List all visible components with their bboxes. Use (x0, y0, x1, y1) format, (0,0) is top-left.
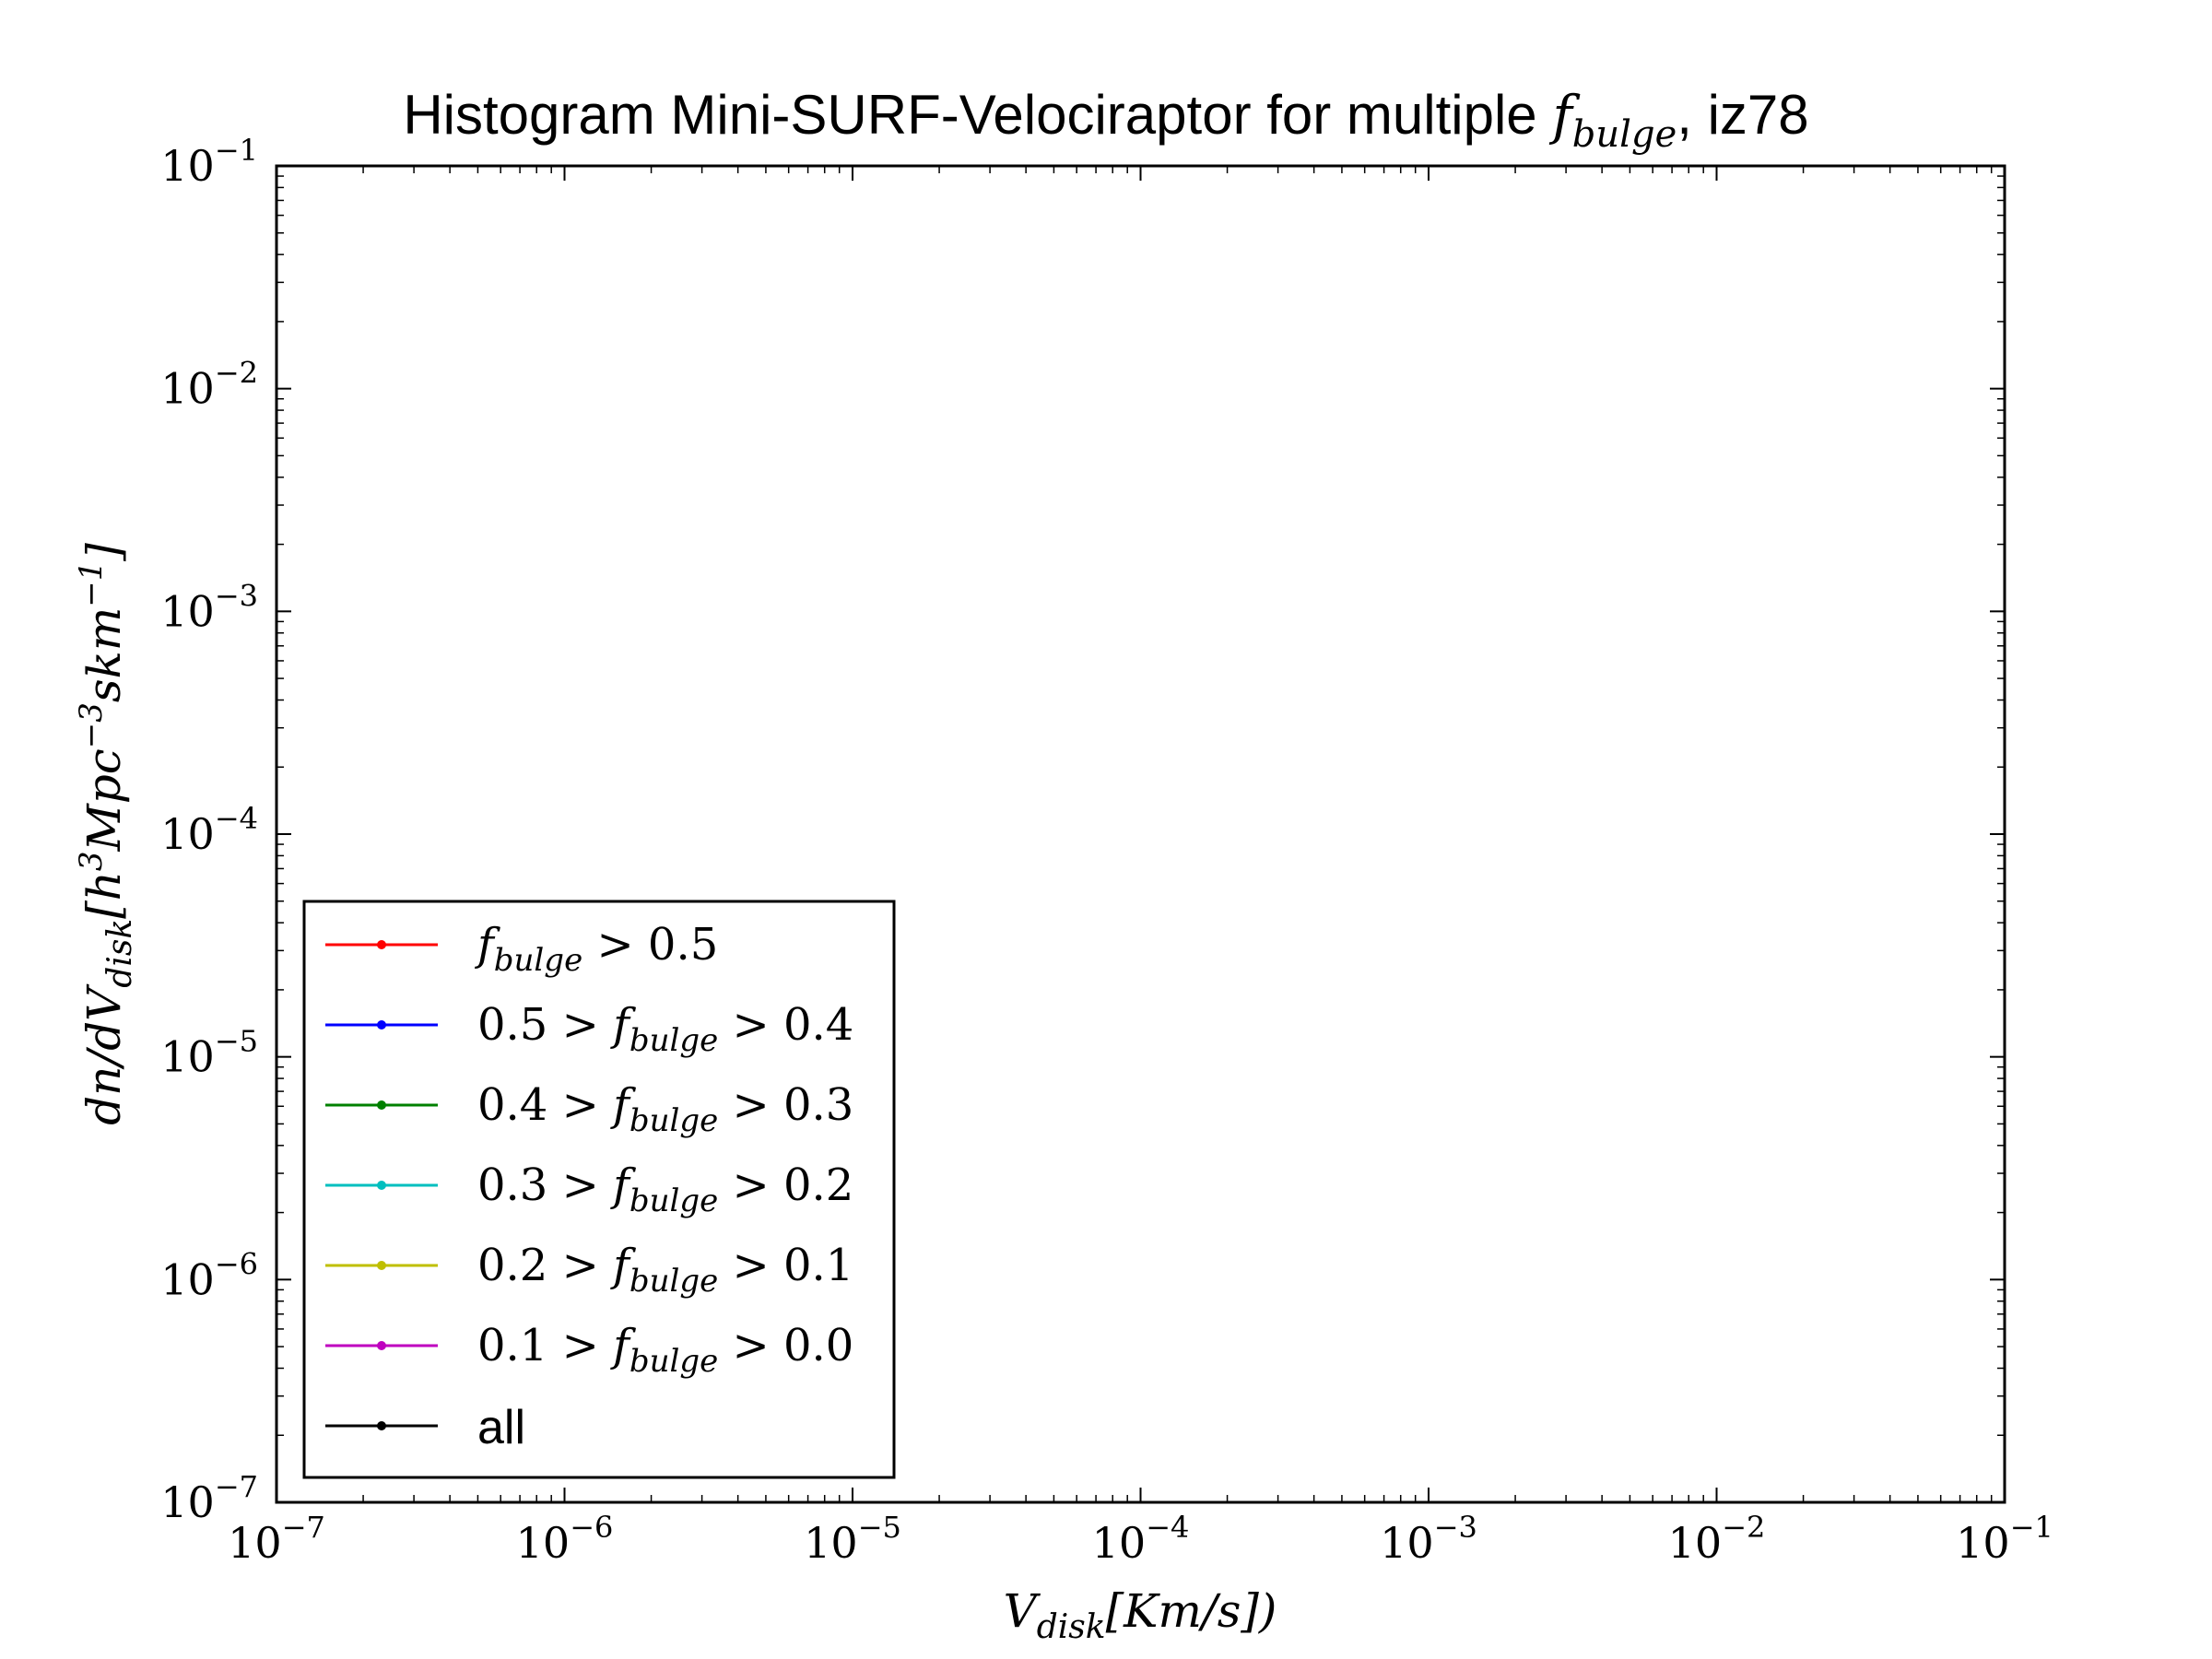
y-tick-label: 10−6 (160, 1246, 258, 1304)
legend-marker (377, 1341, 386, 1350)
x-tick-label: 10−2 (1668, 1510, 1766, 1568)
x-tick-label: 10−1 (1956, 1510, 2053, 1568)
y-tick-label: 10−5 (160, 1024, 258, 1082)
legend-box (302, 900, 896, 1479)
y-tick-label: 10−3 (160, 578, 258, 636)
x-axis-label: Vdisk[Km/s]) (1004, 1584, 1277, 1646)
x-tick-labels: 10−7 10−6 10−5 10−4 10−3 10−2 10−1 (228, 1510, 2053, 1568)
legend-marker (377, 1181, 386, 1190)
legend-entry: 0.1 > fbulge > 0.0 (325, 1320, 853, 1380)
legend-marker (377, 940, 386, 949)
y-tick-label: 10−7 (160, 1469, 258, 1527)
y-axis-label: dn/dVdisk[h3Mpc−3skm−1] (73, 543, 139, 1125)
legend-entry: 0.2 > fbulge > 0.1 (325, 1240, 853, 1300)
legend-label: 0.1 > fbulge > 0.0 (477, 1320, 853, 1380)
legend-label: 0.5 > fbulge > 0.4 (477, 999, 853, 1059)
legend-entry: 0.5 > fbulge > 0.4 (325, 999, 853, 1059)
legend-entry: fbulge > 0.5 (325, 919, 718, 979)
axis-ticks (276, 165, 2006, 1503)
y-tick-label: 10−2 (160, 356, 258, 414)
legend-marker (377, 1020, 386, 1030)
legend-label: 0.4 > fbulge > 0.3 (477, 1079, 853, 1139)
x-tick-label: 10−7 (228, 1510, 325, 1568)
y-tick-label: 10−4 (160, 801, 258, 859)
y-tick-labels: 10−7 10−6 10−5 10−4 10−3 10−2 10−1 (160, 133, 258, 1527)
legend: fbulge > 0.5 0.5 > fbulge > 0.4 0.4 > fbul… (302, 900, 896, 1479)
legend-label: fbulge > 0.5 (475, 919, 718, 979)
x-tick-label: 10−5 (804, 1510, 901, 1568)
legend-label: all (477, 1401, 525, 1454)
legend-entry: all (325, 1401, 525, 1454)
legend-marker (377, 1421, 386, 1430)
y-tick-label: 10−1 (160, 133, 258, 191)
legend-marker (377, 1100, 386, 1110)
legend-entry: 0.4 > fbulge > 0.3 (325, 1079, 853, 1139)
legend-label: 0.2 > fbulge > 0.1 (477, 1240, 853, 1300)
x-tick-label: 10−3 (1380, 1510, 1477, 1568)
legend-marker (377, 1261, 386, 1270)
x-tick-label: 10−4 (1092, 1510, 1190, 1568)
legend-entry: 0.3 > fbulge > 0.2 (325, 1159, 853, 1219)
chart-title: Histogram Mini-SURF-Velociraptor for mul… (403, 84, 1808, 156)
legend-label: 0.3 > fbulge > 0.2 (477, 1159, 853, 1219)
x-tick-label: 10−6 (516, 1510, 614, 1568)
